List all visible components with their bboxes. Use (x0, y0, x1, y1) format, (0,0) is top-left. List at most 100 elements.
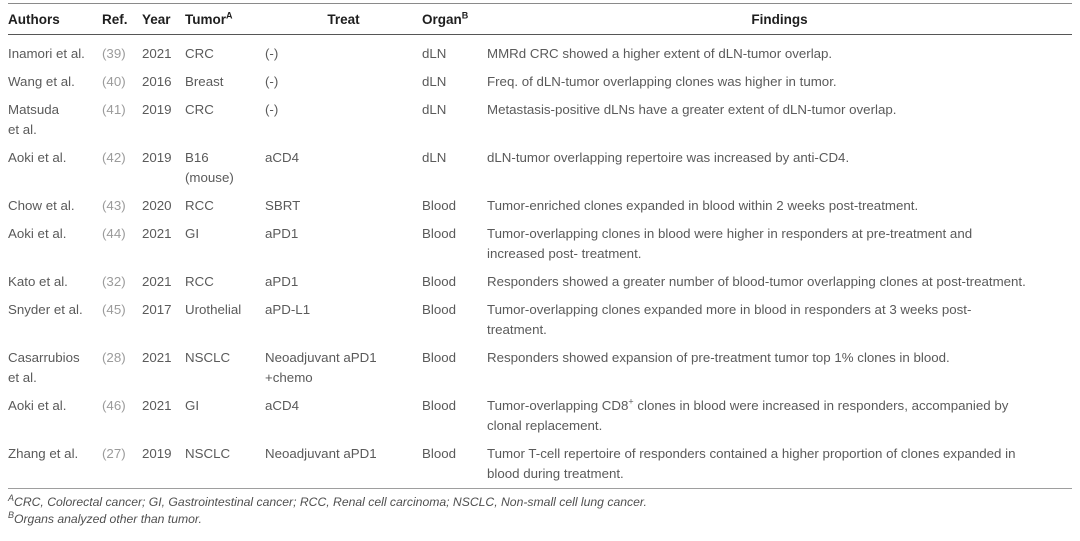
col-header-year: Year (142, 3, 185, 35)
table-row: Snyder et al. (45) 2017 Urothelial aPD-L… (8, 296, 1072, 344)
cell-year: 2021 (142, 226, 172, 241)
cell-ref: (40) (102, 74, 126, 89)
cell-tumor: GI (185, 398, 200, 413)
col-header-sup: A (226, 10, 233, 21)
finding-text: MMRd CRC showed a higher extent of dLN-t… (487, 46, 833, 61)
cell-tumor: NSCLC (185, 350, 231, 365)
col-header-label: Authors (8, 12, 60, 27)
cell-findings: Freq. of dLN-tumor overlapping clones wa… (487, 68, 1072, 96)
cell-findings: Tumor-overlapping CD8+ clones in blood w… (487, 392, 1072, 440)
cell-authors: Matsuda et al. (8, 102, 59, 137)
cell-year: 2019 (142, 102, 172, 117)
footnote-text: Organs analyzed other than tumor. (14, 512, 202, 526)
table-row: Wang et al. (40) 2016 Breast (-) dLN Fre… (8, 68, 1072, 96)
cell-authors: Aoki et al. (8, 150, 67, 165)
cell-treat: (-) (265, 74, 279, 89)
finding-text: Tumor-overlapping clones in blood were h… (487, 226, 973, 261)
cell-organ: dLN (422, 150, 447, 165)
cell-treat: aPD1 (265, 226, 299, 241)
cell-organ: dLN (422, 74, 447, 89)
col-header-organ: OrganB (422, 3, 487, 35)
col-header-ref: Ref. (102, 3, 142, 35)
col-header-findings: Findings (487, 3, 1072, 35)
cell-treat: Neoadjuvant aPD1 +chemo (265, 350, 377, 385)
cell-ref: (44) (102, 226, 126, 241)
cell-tumor: CRC (185, 102, 214, 117)
cell-year: 2016 (142, 74, 172, 89)
footnote-marker: B (8, 509, 15, 520)
footnote-marker: A (8, 492, 15, 503)
cell-organ: Blood (422, 350, 457, 365)
finding-text: Responders showed expansion of pre-treat… (487, 350, 950, 365)
cell-ref: (46) (102, 398, 126, 413)
table-row: Kato et al. (32) 2021 RCC aPD1 Blood Res… (8, 268, 1072, 296)
cell-authors: Aoki et al. (8, 226, 67, 241)
cell-ref: (43) (102, 198, 126, 213)
cell-ref: (39) (102, 46, 126, 61)
cell-year: 2021 (142, 398, 172, 413)
cell-tumor: RCC (185, 274, 214, 289)
footnote-a: ACRC, Colorectal cancer; GI, Gastrointes… (8, 492, 1072, 511)
cell-findings: Tumor T-cell repertoire of responders co… (487, 440, 1072, 489)
header-row: Authors Ref. Year TumorA Treat OrganB Fi… (8, 3, 1072, 35)
cell-authors: Chow et al. (8, 198, 75, 213)
cell-ref: (28) (102, 350, 126, 365)
cell-year: 2017 (142, 302, 172, 317)
cell-authors: Casarrubios et al. (8, 350, 80, 385)
table-row: Matsuda et al. (41) 2019 CRC (-) dLN Met… (8, 96, 1072, 144)
cell-year: 2019 (142, 446, 172, 461)
cell-authors: Kato et al. (8, 274, 68, 289)
col-header-label: Tumor (185, 12, 226, 27)
cell-treat: aPD-L1 (265, 302, 311, 317)
cell-treat: aCD4 (265, 398, 299, 413)
finding-text: clones in blood were increased in respon… (487, 398, 1009, 433)
cell-year: 2020 (142, 198, 172, 213)
cell-findings: Responders showed expansion of pre-treat… (487, 344, 1072, 392)
cell-findings: Metastasis-positive dLNs have a greater … (487, 96, 1072, 144)
cell-tumor: Urothelial (185, 302, 242, 317)
cell-tumor: NSCLC (185, 446, 231, 461)
table-row: Inamori et al. (39) 2021 CRC (-) dLN MMR… (8, 35, 1072, 69)
col-header-treat: Treat (265, 3, 422, 35)
col-header-label: Findings (751, 12, 808, 27)
cell-organ: dLN (422, 46, 447, 61)
table-row: Chow et al. (43) 2020 RCC SBRT Blood Tum… (8, 192, 1072, 220)
cell-authors: Wang et al. (8, 74, 75, 89)
col-header-tumor: TumorA (185, 3, 265, 35)
cell-findings: Tumor-enriched clones expanded in blood … (487, 192, 1072, 220)
cell-tumor: Breast (185, 74, 224, 89)
cell-treat: (-) (265, 46, 279, 61)
cell-tumor: B16 (mouse) (185, 150, 234, 185)
cell-year: 2021 (142, 46, 172, 61)
cell-findings: MMRd CRC showed a higher extent of dLN-t… (487, 35, 1072, 69)
cell-ref: (27) (102, 446, 126, 461)
cell-tumor: GI (185, 226, 200, 241)
cell-ref: (41) (102, 102, 126, 117)
col-header-label: Treat (327, 12, 360, 27)
cell-organ: Blood (422, 226, 457, 241)
cell-organ: Blood (422, 198, 457, 213)
cell-organ: Blood (422, 446, 457, 461)
cell-findings: Tumor-overlapping clones in blood were h… (487, 220, 1072, 268)
finding-text: dLN-tumor overlapping repertoire was inc… (487, 150, 850, 165)
col-header-sup: B (461, 10, 469, 21)
cell-authors: Zhang et al. (8, 446, 79, 461)
cell-year: 2019 (142, 150, 172, 165)
cell-ref: (45) (102, 302, 126, 317)
cell-organ: Blood (422, 302, 457, 317)
cell-treat: SBRT (265, 198, 301, 213)
table-row: Aoki et al. (42) 2019 B16 (mouse) aCD4 d… (8, 144, 1072, 192)
footnote-b: BOrgans analyzed other than tumor. (8, 509, 1072, 528)
cell-year: 2021 (142, 350, 172, 365)
col-header-label: Organ (422, 12, 462, 27)
cell-tumor: RCC (185, 198, 214, 213)
finding-sup: + (628, 396, 634, 407)
cell-authors: Inamori et al. (8, 46, 85, 61)
cell-authors: Aoki et al. (8, 398, 67, 413)
cell-organ: Blood (422, 398, 457, 413)
finding-text: Freq. of dLN-tumor overlapping clones wa… (487, 74, 837, 89)
cell-organ: Blood (422, 274, 457, 289)
study-table: Authors Ref. Year TumorA Treat OrganB Fi… (8, 3, 1072, 489)
cell-ref: (42) (102, 150, 126, 165)
table-row: Casarrubios et al. (28) 2021 NSCLC Neoad… (8, 344, 1072, 392)
